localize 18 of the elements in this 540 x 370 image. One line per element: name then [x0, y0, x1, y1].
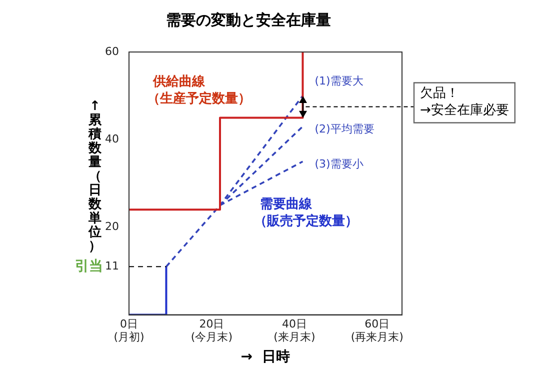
y-tick-label: 20: [104, 220, 119, 234]
series-label: (1)需要大: [314, 74, 364, 88]
ref-line-label: 引当: [74, 258, 103, 274]
series-label: 供給曲線（生産予定数量）: [146, 74, 251, 106]
x-tick-label: 40日 (来月末): [274, 317, 316, 344]
x-tick-label: 60日 (再来月末): [350, 317, 404, 344]
y-tick-label: 60: [104, 44, 119, 58]
chart-title: 需要の変動と安全在庫量: [166, 10, 331, 29]
series-label: (2)平均需要: [314, 122, 374, 136]
x-tick-label: 20日 (今月末): [190, 317, 233, 344]
annotation: 欠品！ →安全在庫必要: [420, 86, 509, 118]
x-axis-title: → 日時: [240, 349, 290, 366]
y-tick-label: 40: [104, 132, 119, 146]
x-tick-label: 0日 (月初): [114, 317, 144, 344]
text: ↑ 累積数量（日数単位）: [88, 99, 102, 254]
text: 需要曲線（販売予定数量）: [254, 196, 358, 229]
series-label: (3)需要小: [314, 157, 364, 170]
y-tick-label: 11: [104, 259, 119, 272]
